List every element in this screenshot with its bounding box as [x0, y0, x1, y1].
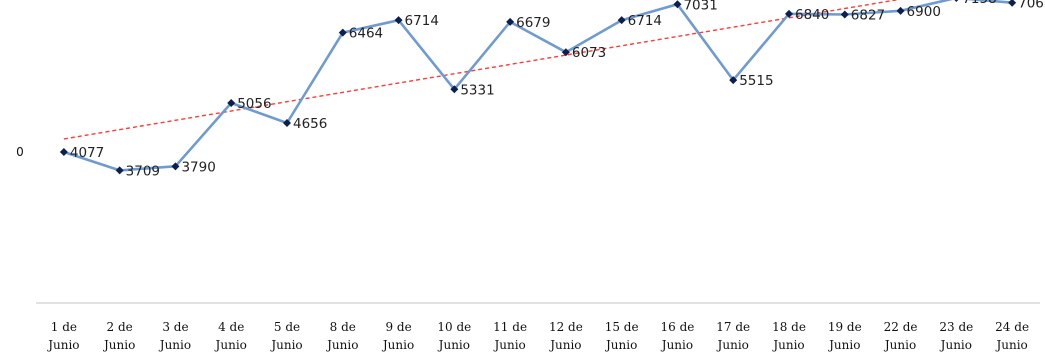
x-tick-label: 1 de: [51, 320, 77, 334]
x-tick-label: 5 de: [274, 320, 300, 334]
x-tick-label: 22 de: [884, 320, 918, 334]
y-tick-label: 0: [16, 145, 24, 159]
x-tick-label: 24 de: [995, 320, 1029, 334]
data-point: [840, 10, 849, 19]
series-line: [63, 0, 1013, 172]
data-point: [954, 0, 959, 2]
data-label: 4077: [70, 145, 104, 161]
x-tick-label: Junio: [325, 338, 358, 352]
data-label: 7063: [1018, 0, 1045, 12]
data-point: [227, 99, 236, 108]
trendline: [63, 0, 900, 140]
x-tick-label: Junio: [102, 338, 135, 352]
data-label: 7158: [962, 0, 996, 7]
x-tick-label: Junio: [827, 338, 860, 352]
data-point: [896, 6, 905, 15]
trendline-layer: [63, 0, 900, 140]
data-point: [283, 119, 291, 128]
data-label: 6714: [405, 13, 439, 29]
data-label: 4656: [293, 116, 327, 132]
x-tick-label: 19 de: [828, 320, 862, 334]
x-tick-label: Junio: [492, 338, 525, 352]
data-label: 6840: [795, 7, 829, 23]
data-point: [506, 17, 515, 26]
data-point: [1008, 0, 1017, 7]
x-tick-label: 23 de: [939, 320, 973, 334]
x-tick-label: Junio: [548, 338, 581, 352]
x-tick-label: 15 de: [605, 320, 639, 334]
x-tick-label: 2 de: [107, 320, 133, 334]
x-tick-label: Junio: [883, 338, 916, 352]
data-label: 6900: [907, 4, 941, 20]
data-point: [673, 0, 682, 9]
data-label: 5056: [237, 96, 271, 112]
data-point: [561, 48, 570, 57]
x-tick-label: Junio: [46, 338, 79, 352]
x-tick-label: 11 de: [493, 320, 527, 334]
data-point: [617, 16, 626, 25]
data-point: [729, 76, 738, 85]
x-tick-layer: 1 de Junio 2 de Junio 3 de Junio 4 de Junio 5 de…: [46, 320, 1029, 352]
x-tick-label: Junio: [604, 338, 637, 352]
data-label: 5331: [460, 82, 494, 98]
data-label: 7031: [683, 0, 717, 13]
x-tick-label: 12 de: [549, 320, 583, 334]
data-point: [171, 162, 180, 171]
x-tick-label: Junio: [269, 338, 302, 352]
data-point: [450, 85, 459, 94]
x-tick-label: Junio: [214, 338, 247, 352]
x-tick-label: 16 de: [661, 320, 695, 334]
x-tick-label: 8 de: [330, 320, 356, 334]
data-point: [59, 148, 68, 156]
data-point: [394, 16, 403, 25]
data-label-layer: 4077 3709 3790 5056 4656 6464 6714 5331 6679 6073…: [70, 0, 1045, 179]
data-label: 6827: [851, 8, 885, 24]
data-point: [338, 28, 347, 37]
x-tick-label: Junio: [381, 338, 414, 352]
x-tick-label: Junio: [939, 338, 972, 352]
x-tick-label: 4 de: [218, 320, 244, 334]
data-label: 6073: [572, 45, 606, 61]
x-tick-label: Junio: [437, 338, 470, 352]
data-label: 3790: [181, 159, 215, 175]
data-label: 5515: [739, 73, 773, 89]
x-tick-label: Junio: [158, 338, 191, 352]
data-point: [115, 166, 124, 175]
x-tick-label: Junio: [716, 338, 749, 352]
data-label: 3709: [126, 163, 160, 179]
x-tick-label: Junio: [994, 338, 1027, 352]
x-tick-label: 3 de: [162, 320, 188, 334]
data-label: 6464: [349, 26, 383, 42]
x-tick-label: Junio: [660, 338, 693, 352]
data-label: 6714: [628, 13, 662, 29]
data-label: 6679: [516, 15, 550, 31]
x-tick-label: 18 de: [772, 320, 806, 334]
x-tick-label: 17 de: [716, 320, 750, 334]
series-layer: [59, 0, 1017, 175]
x-tick-label: 10 de: [437, 320, 471, 334]
x-tick-label: Junio: [771, 338, 804, 352]
data-point: [785, 9, 793, 18]
x-tick-label: 9 de: [385, 320, 411, 334]
